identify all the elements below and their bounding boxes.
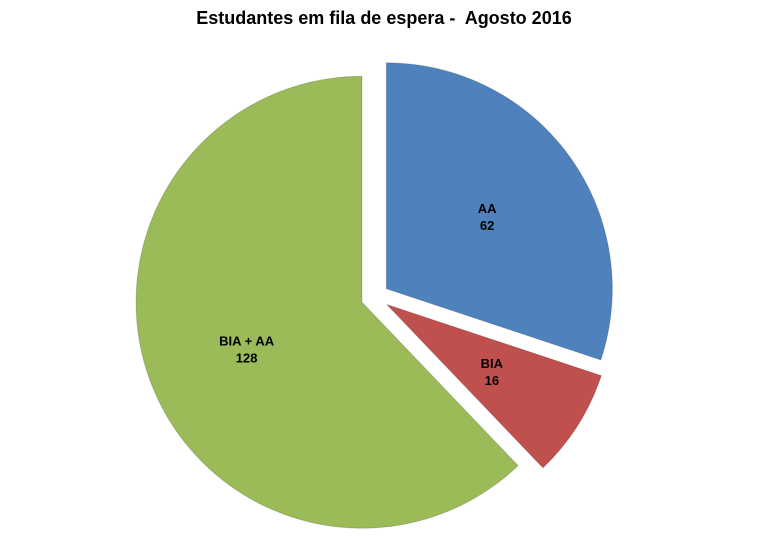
slice-label-name-bia-aa: BIA + AA	[219, 333, 275, 348]
slice-label-name-bia: BIA	[481, 356, 504, 371]
pie-slice-shape-aa	[385, 62, 613, 361]
slice-label-value-aa: 62	[480, 218, 494, 233]
pie-slice-bia: BIA 16	[386, 304, 602, 469]
slice-label-value-bia: 16	[485, 373, 499, 388]
slice-label-value-bia-aa: 128	[236, 350, 258, 365]
pie-slice-shape-bia	[386, 304, 602, 469]
pie-slice-aa: AA 62	[385, 62, 613, 361]
slice-label-name-aa: AA	[478, 201, 497, 216]
chart-title: Estudantes em fila de espera - Agosto 20…	[196, 8, 572, 28]
pie-slice-shape-bia-aa	[135, 75, 519, 529]
pie-slice-bia-aa: BIA + AA 128	[135, 75, 519, 529]
